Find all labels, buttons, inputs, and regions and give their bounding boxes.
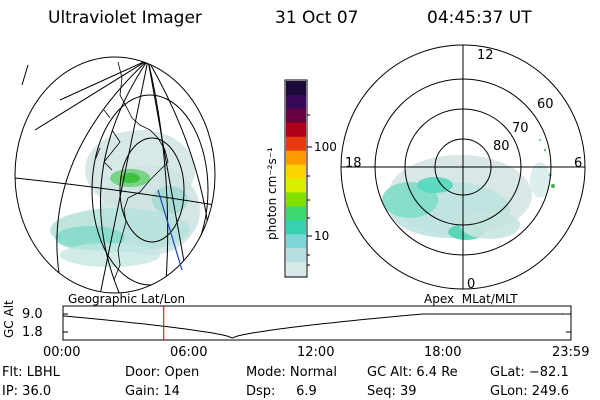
lat-label-60: 60 [537,97,554,112]
apex-polar-plot [340,44,586,290]
colorbar [284,79,312,278]
status-dsp: Dsp: 6.9 [246,384,317,399]
time-tick-0600: 06:00 [170,345,208,360]
lat-label-70: 70 [512,121,529,136]
mlt-label-12: 12 [477,48,494,63]
status-ip: IP: 36.0 [2,384,52,399]
altitude-plot [62,305,572,341]
mlt-label-0: 0 [467,277,476,292]
time-tick-2359: 23:59 [552,345,590,360]
geographic-panel-label: Geographic Lat/Lon [68,292,186,306]
status-gc-alt: GC Alt: 6.4 Re [367,365,458,380]
colorbar-band [286,206,306,221]
colorbar-band [286,108,306,124]
colorbar-band [286,262,306,277]
colorbar-band [286,122,306,138]
geographic-globe [14,56,216,294]
colorbar-tick-100: 100 [314,140,337,154]
time-tick-0000: 00:00 [43,345,81,360]
colorbar-band [286,150,306,166]
colorbar-unit-label: photon cm⁻²s⁻¹ [265,147,279,240]
colorbar-band [286,234,306,249]
altitude-tick-low: 1.8 [22,325,43,340]
mlt-label-6: 6 [574,156,583,171]
altitude-axis-label: GC Alt [2,300,16,338]
mlt-label-18: 18 [345,156,362,171]
colorbar-band [286,178,306,193]
colorbar-band [286,220,306,235]
altitude-curve [62,313,566,339]
colorbar-band [286,192,306,207]
status-glon: GLon: 249.6 [490,384,570,399]
status-door: Door: Open [125,365,200,380]
date-label: 31 Oct 07 [275,8,359,28]
instrument-title: Ultraviolet Imager [48,8,202,28]
colorbar-band [286,81,306,96]
status-glat: GLat: −82.1 [490,365,569,380]
colorbar-tick-10: 10 [314,229,330,243]
time-tick-1800: 18:00 [424,345,462,360]
status-mode: Mode: Normal [246,365,337,380]
colorbar-band [286,136,306,152]
status-gain: Gain: 14 [125,384,180,399]
ground-track-line [157,189,183,271]
status-seq: Seq: 39 [367,384,417,399]
lat-label-80: 80 [493,139,510,154]
apex-panel-label: Apex MLat/MLT [424,292,518,306]
colorbar-band [286,164,306,179]
colorbar-band [286,248,306,263]
colorbar-band [286,94,306,110]
geo-aurora-emission [50,130,200,267]
time-tick-1200: 12:00 [297,345,335,360]
status-filter: Flt: LBHL [2,365,60,380]
time-label: 04:45:37 UT [427,8,532,28]
altitude-tick-high: 9.0 [22,307,43,322]
